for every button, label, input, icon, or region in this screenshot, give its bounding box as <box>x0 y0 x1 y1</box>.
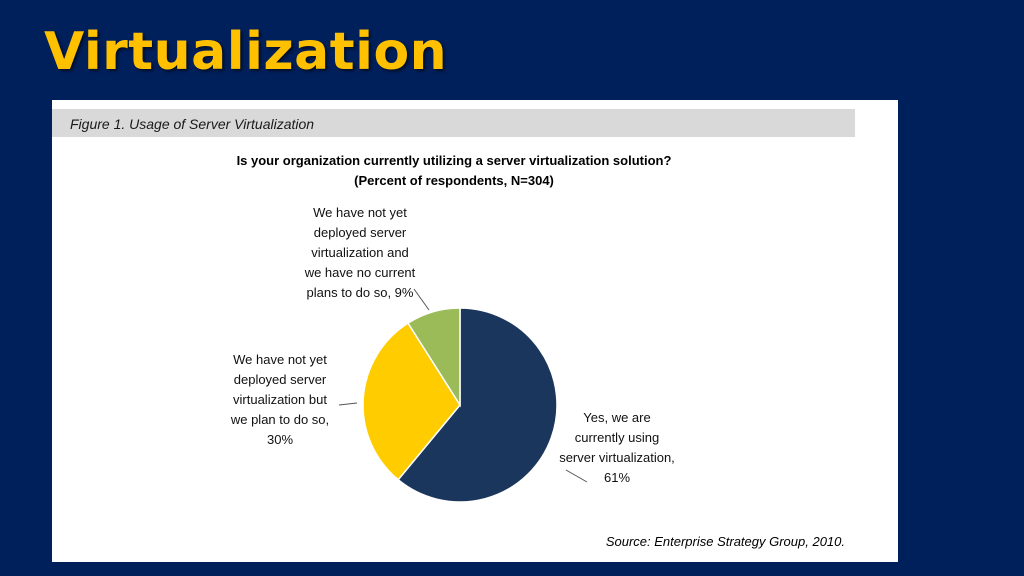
pie-slice-1 <box>397 307 558 503</box>
leader-line-1 <box>565 469 588 483</box>
chart-subtitle: (Percent of respondents, N=304) <box>354 173 554 188</box>
slice-label-line: we plan to do so, <box>230 412 329 427</box>
slice-label-line: Yes, we are <box>583 410 650 425</box>
slice-label-line: 30% <box>267 432 293 447</box>
slice-label-line: We have not yet <box>313 205 407 220</box>
figure-panel: Figure 1. Usage of Server Virtualization… <box>52 100 898 562</box>
slice-label-line: 61% <box>604 470 630 485</box>
slice-label-3: We have not yet deployed server virtualiza… <box>304 205 416 300</box>
figure-caption: Figure 1. Usage of Server Virtualization <box>70 116 315 132</box>
slice-label-line: currently using <box>575 430 660 445</box>
slice-label-2: We have not yet deployed server virtualiza… <box>230 352 329 447</box>
slice-label-line: virtualization and <box>311 245 409 260</box>
slice-label-line: virtualization but <box>233 392 327 407</box>
slice-label-line: We have not yet <box>233 352 327 367</box>
slice-label-line: deployed server <box>234 372 327 387</box>
chart-title: Is your organization currently utilizing… <box>237 153 672 168</box>
leader-line-2 <box>338 402 358 406</box>
slice-label-line: server virtualization, <box>559 450 675 465</box>
slice-label-line: plans to do so, 9% <box>307 285 414 300</box>
pie-slice-3 <box>406 307 461 408</box>
slide-title: Virtualization <box>44 22 448 82</box>
slice-label-1: Yes, we are currently using server virtual… <box>559 410 675 485</box>
source-note: Source: Enterprise Strategy Group, 2010. <box>605 534 845 549</box>
figure-caption-bar: Figure 1. Usage of Server Virtualization <box>52 109 855 137</box>
pie-chart: Is your organization currently utilizing… <box>230 153 675 503</box>
slice-label-line: deployed server <box>314 225 407 240</box>
pie-slice-2 <box>362 322 461 481</box>
slice-label-line: we have no current <box>304 265 416 280</box>
leader-line-3 <box>413 288 430 311</box>
